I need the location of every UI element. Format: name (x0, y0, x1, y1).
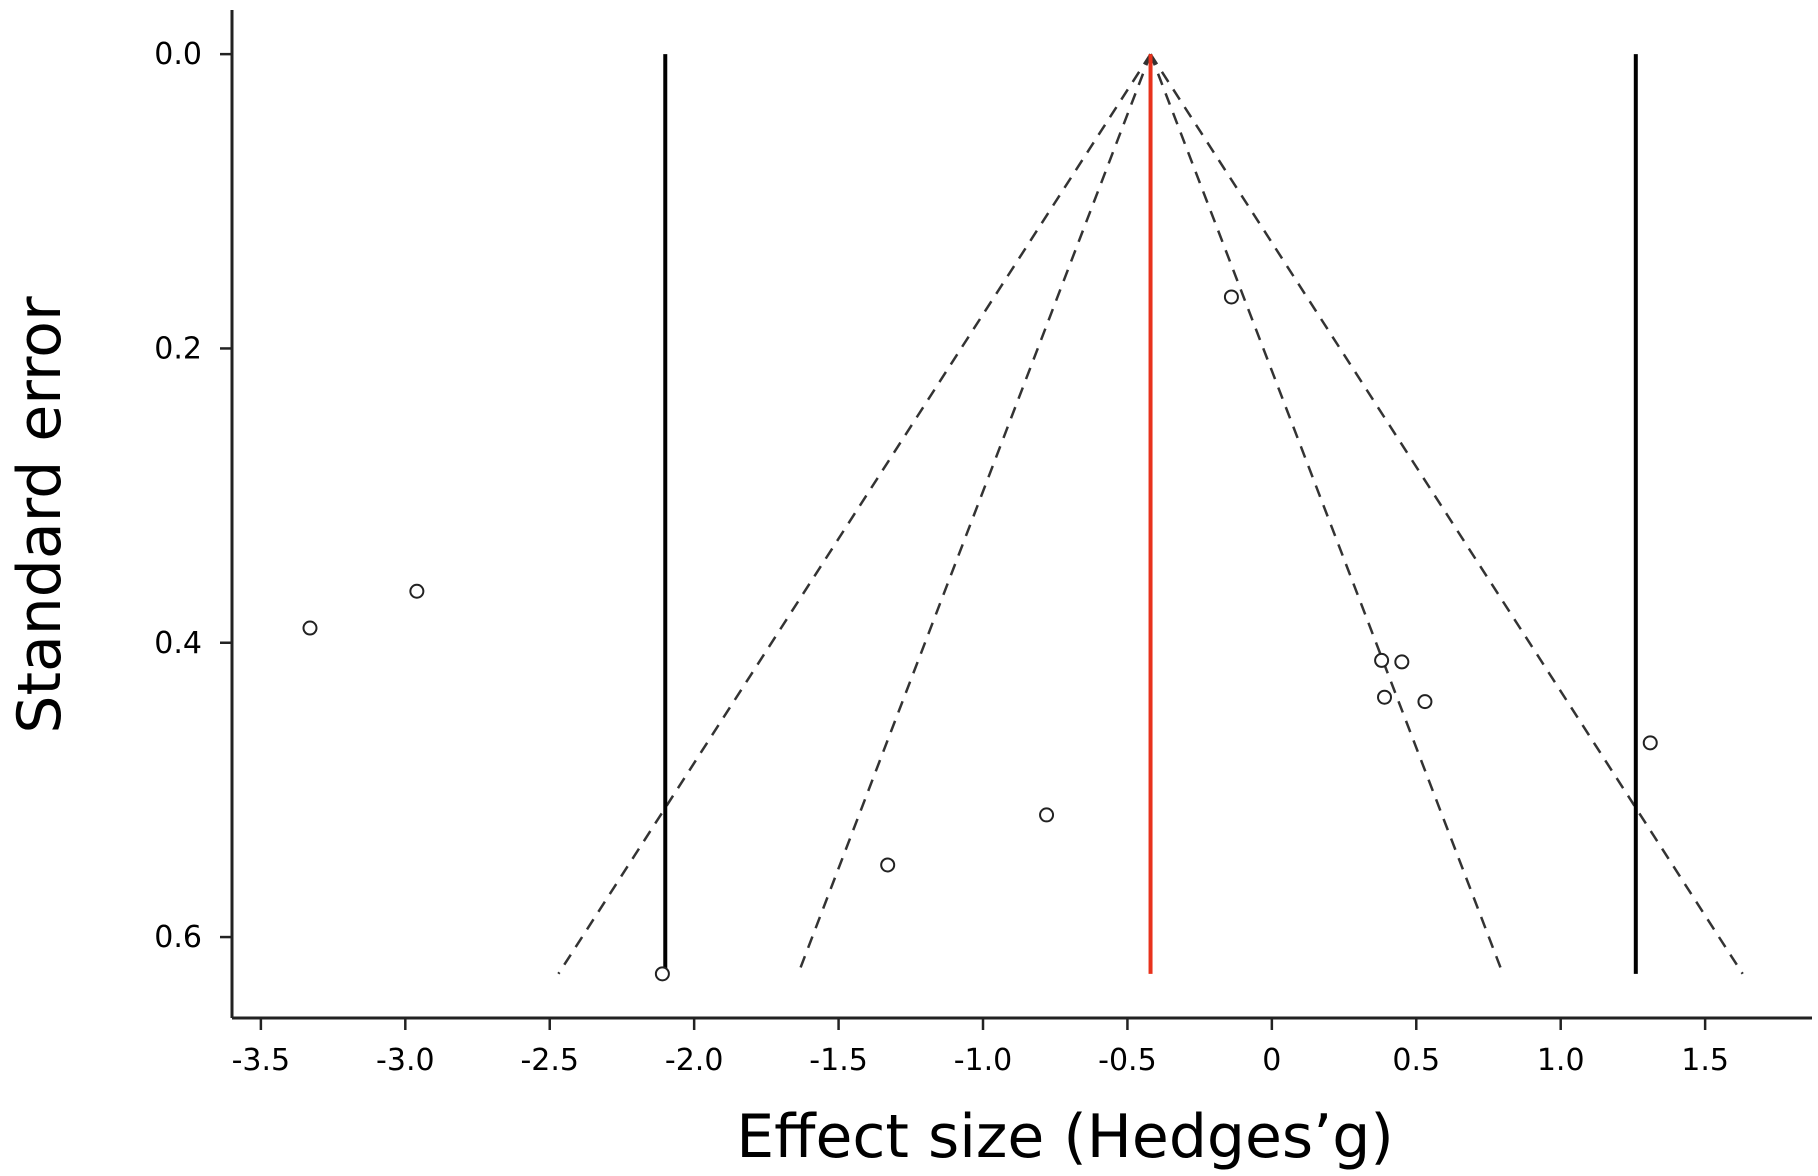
study-point (1223, 289, 1239, 305)
study-point (880, 857, 896, 873)
funnel-line-2 (796, 53, 1152, 975)
axes: -3.5 -3.0 -2.5 -2.0 -1.5 -1.0 -0.5 0 0.5 1.0 1.5 0.… (154, 10, 1812, 1078)
x-tick-label: 1.5 (1681, 1043, 1729, 1078)
x-tick-label: -3.0 (376, 1043, 435, 1078)
x-axis-title: Effect size (Hedges’g) (736, 1102, 1394, 1172)
x-tick-label: 0.5 (1392, 1043, 1440, 1078)
y-tick-label: 0.2 (154, 331, 202, 366)
axis-labels: Effect size (Hedges’g) Standard error (5, 296, 1394, 1172)
study-point (409, 583, 425, 599)
study-point (1642, 735, 1658, 751)
funnel-line-1 (557, 53, 1152, 975)
study-point (1039, 807, 1055, 823)
y-tick-label: 0.6 (154, 920, 202, 955)
study-point (1417, 694, 1433, 710)
x-tick-label: -1.0 (954, 1043, 1013, 1078)
study-point (654, 966, 670, 982)
y-tick-label: 0.0 (154, 37, 202, 72)
study-point (1374, 652, 1390, 668)
x-tick-label: 0 (1262, 1043, 1281, 1078)
y-tick-label: 0.4 (154, 626, 202, 661)
x-tick-label: -2.0 (665, 1043, 724, 1078)
funnel-line-3 (1149, 53, 1505, 975)
study-point (1377, 689, 1393, 705)
y-axis-title: Standard error (5, 296, 75, 734)
x-tick-label: -2.5 (520, 1043, 579, 1078)
study-point (302, 620, 318, 636)
x-tick-label: -0.5 (1098, 1043, 1157, 1078)
study-point (1394, 654, 1410, 670)
x-tick-label: 1.0 (1537, 1043, 1585, 1078)
funnel-line-4 (1149, 53, 1744, 975)
plot-marks (302, 53, 1744, 982)
x-tick-label: -3.5 (232, 1043, 291, 1078)
x-tick-label: -1.5 (809, 1043, 868, 1078)
